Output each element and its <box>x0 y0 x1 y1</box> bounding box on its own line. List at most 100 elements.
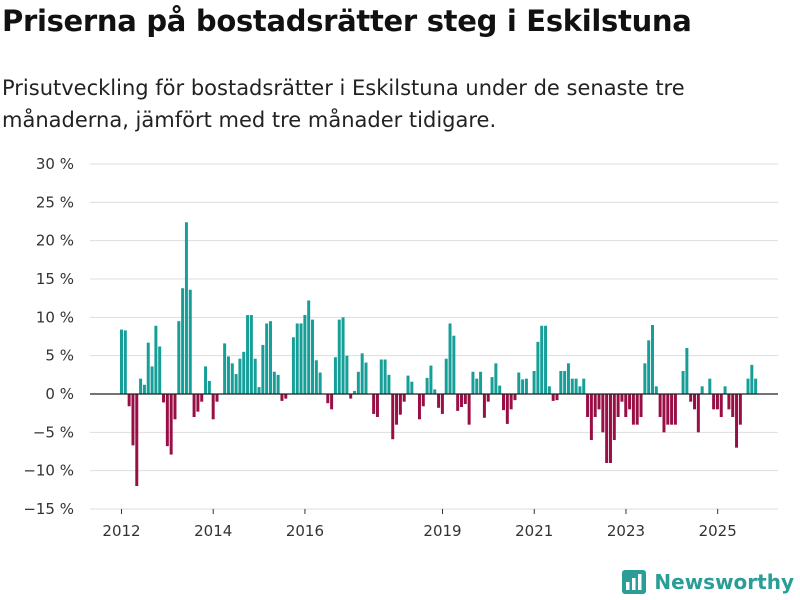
bar <box>349 394 353 399</box>
bar <box>421 394 425 407</box>
bar <box>196 394 200 412</box>
bar <box>242 351 246 394</box>
bar <box>662 394 666 433</box>
x-tick-label: 2023 <box>607 522 645 540</box>
bar <box>230 363 234 394</box>
bar <box>253 358 257 394</box>
bar <box>731 394 735 417</box>
bar <box>582 378 586 394</box>
bar <box>135 394 139 486</box>
bar <box>123 330 127 394</box>
bar <box>502 394 505 411</box>
bar <box>685 348 689 394</box>
bars <box>120 222 758 486</box>
bar <box>563 371 567 394</box>
bar <box>513 394 517 401</box>
bar <box>142 384 146 394</box>
bar <box>379 359 383 394</box>
bar <box>318 372 322 394</box>
bar <box>696 394 700 433</box>
bar <box>448 323 452 394</box>
bar <box>181 288 185 394</box>
bar <box>173 394 177 420</box>
bar <box>391 394 395 440</box>
bar <box>628 394 632 410</box>
bar <box>670 394 674 425</box>
bar <box>524 378 528 394</box>
bar <box>402 394 406 402</box>
bar <box>467 394 471 425</box>
bar <box>578 386 582 394</box>
bar <box>620 394 624 402</box>
bar <box>307 300 311 394</box>
bar <box>383 359 387 394</box>
bar <box>494 363 498 394</box>
bar <box>337 319 341 394</box>
bar <box>521 379 525 394</box>
bar <box>551 394 555 401</box>
bar <box>658 394 662 417</box>
bar <box>735 394 739 448</box>
x-tick-label: 2012 <box>102 522 140 540</box>
bar <box>673 394 677 425</box>
bar <box>601 394 605 433</box>
bar <box>200 394 204 402</box>
bar <box>249 315 253 394</box>
bar <box>154 325 158 394</box>
bar <box>398 394 402 415</box>
bar <box>651 325 654 394</box>
bar <box>207 380 211 394</box>
bar <box>616 394 620 417</box>
bar <box>532 371 536 394</box>
bar <box>139 378 143 394</box>
y-tick-label: 15 % <box>36 270 74 288</box>
bar <box>631 394 635 425</box>
bar <box>410 381 414 394</box>
bar <box>364 362 368 394</box>
bar <box>475 378 479 394</box>
bar <box>188 289 192 394</box>
bar <box>162 394 166 403</box>
x-tick-label: 2016 <box>286 522 324 540</box>
x-tick-label: 2019 <box>423 522 461 540</box>
bar <box>425 377 429 394</box>
bar <box>272 371 276 394</box>
newsworthy-logo: Newsworthy <box>622 570 794 594</box>
bar <box>440 394 444 414</box>
bar <box>192 394 196 417</box>
bar <box>330 394 334 410</box>
bar <box>120 329 123 394</box>
bar <box>754 378 758 394</box>
bar <box>395 394 399 425</box>
bar <box>345 355 349 394</box>
bar <box>712 394 716 410</box>
bar <box>505 394 509 424</box>
bar <box>184 222 188 394</box>
chart-title: Priserna på bostadsrätter steg i Eskilst… <box>2 4 692 38</box>
bar <box>635 394 639 425</box>
bar <box>158 346 162 394</box>
bar <box>215 394 219 402</box>
bar <box>295 323 299 394</box>
bar <box>586 394 590 417</box>
bar <box>654 386 658 394</box>
bar <box>333 357 337 394</box>
bar <box>643 363 647 394</box>
bar <box>291 337 295 394</box>
bar <box>204 366 208 394</box>
bar <box>460 394 463 408</box>
bar <box>261 344 265 394</box>
bar <box>177 321 181 394</box>
bar <box>463 394 467 404</box>
bar <box>360 353 364 394</box>
newsworthy-logo-icon <box>622 570 647 594</box>
bar <box>555 394 559 401</box>
bar <box>559 371 563 394</box>
bar <box>387 374 391 394</box>
y-tick-label: 30 % <box>36 155 74 173</box>
bar <box>608 394 612 463</box>
bar <box>353 390 357 394</box>
bar <box>498 385 502 394</box>
bar <box>246 315 250 394</box>
bar <box>681 371 685 394</box>
